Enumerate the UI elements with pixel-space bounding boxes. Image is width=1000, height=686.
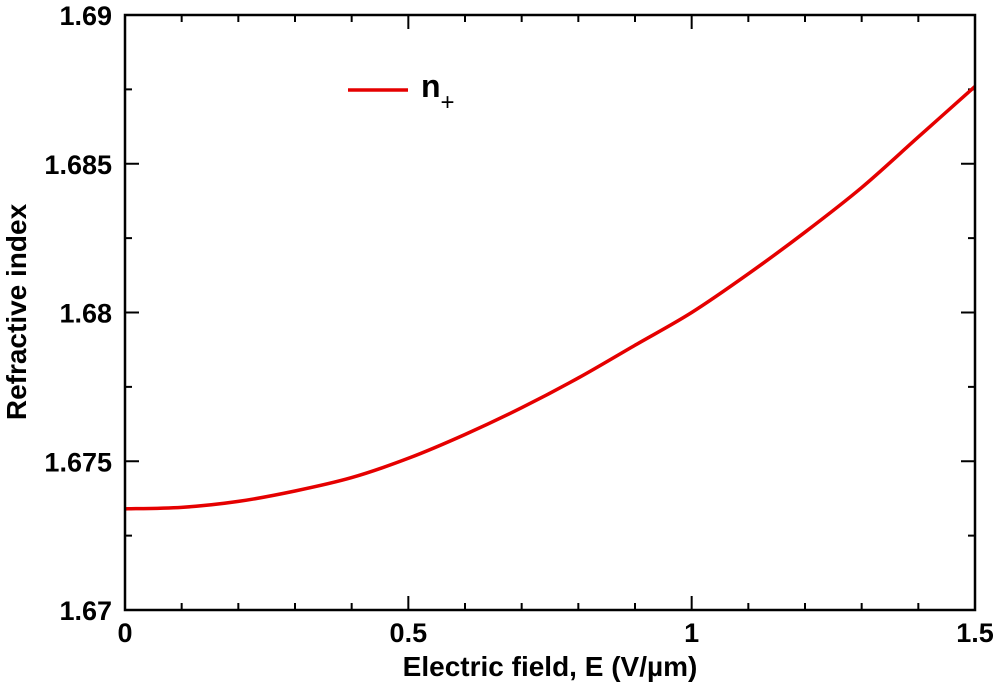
x-tick-label: 1 <box>684 618 699 648</box>
legend: n+ <box>348 68 455 116</box>
y-axis-label: Refractive index <box>1 203 32 420</box>
series-line <box>124 85 977 511</box>
x-tick-label: 0.5 <box>390 618 428 648</box>
y-tick-label: 1.69 <box>59 1 112 31</box>
legend-series-subscript: + <box>441 89 455 116</box>
y-tick-label: 1.67 <box>59 596 112 626</box>
x-tick-label: 0 <box>117 618 132 648</box>
plot-frame <box>123 13 977 612</box>
x-axis-label: Electric field, E (V/µm) <box>403 651 698 682</box>
axis-ticks <box>124 14 976 611</box>
y-tick-label: 1.675 <box>44 447 112 477</box>
legend-series-name: n <box>421 68 441 104</box>
series-layer <box>124 85 977 511</box>
y-tick-label: 1.685 <box>44 150 112 180</box>
tick-labels: 0 0.5 1 1.5 1.67 1.675 1.68 1.685 1.69 <box>44 1 993 648</box>
y-tick-label: 1.68 <box>59 299 112 329</box>
x-tick-label: 1.5 <box>956 618 994 648</box>
legend-label: n+ <box>421 68 455 116</box>
